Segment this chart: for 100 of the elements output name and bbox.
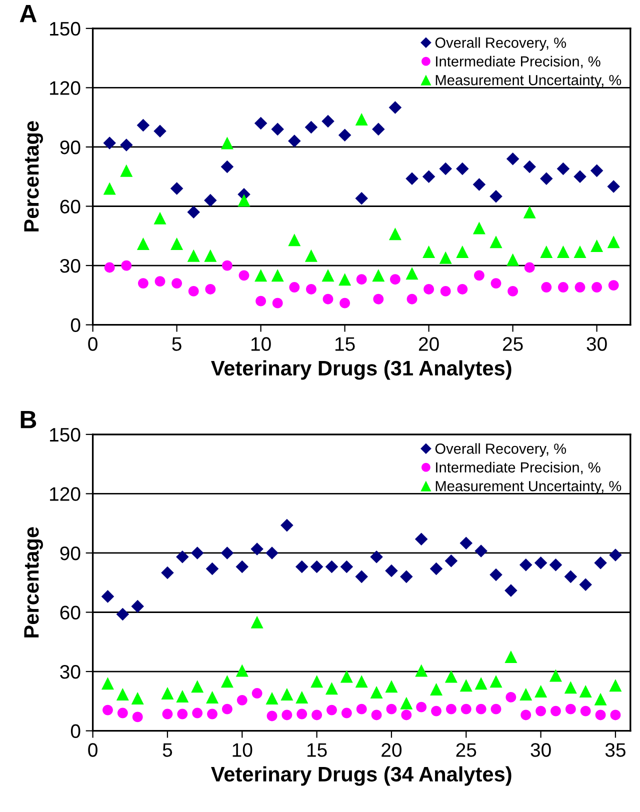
point bbox=[472, 222, 486, 234]
point bbox=[446, 704, 456, 714]
point bbox=[325, 682, 338, 695]
point bbox=[474, 544, 488, 558]
point bbox=[172, 278, 182, 289]
point bbox=[289, 282, 300, 292]
point bbox=[456, 245, 469, 258]
point bbox=[325, 560, 338, 574]
point bbox=[256, 296, 266, 306]
y-tick-label: 150 bbox=[50, 22, 80, 36]
point bbox=[440, 286, 451, 296]
point bbox=[187, 249, 200, 262]
point bbox=[592, 282, 602, 292]
point bbox=[355, 192, 368, 205]
point bbox=[422, 245, 436, 258]
point bbox=[524, 262, 535, 273]
point bbox=[416, 702, 427, 712]
point bbox=[206, 690, 219, 704]
point bbox=[439, 162, 452, 176]
point bbox=[372, 122, 385, 136]
point bbox=[117, 708, 128, 718]
point bbox=[541, 282, 552, 292]
point bbox=[103, 182, 116, 195]
point bbox=[536, 706, 546, 716]
point bbox=[388, 228, 402, 240]
point bbox=[401, 710, 412, 720]
point bbox=[474, 270, 484, 281]
point bbox=[191, 680, 204, 693]
point bbox=[220, 675, 234, 688]
point bbox=[288, 134, 301, 148]
point bbox=[282, 710, 292, 720]
point bbox=[220, 546, 234, 560]
point bbox=[322, 294, 334, 304]
point bbox=[236, 560, 249, 574]
point bbox=[355, 113, 368, 126]
point bbox=[340, 560, 354, 574]
x-tick-label: 15 bbox=[307, 743, 327, 757]
point bbox=[444, 554, 458, 568]
point bbox=[220, 160, 234, 174]
point bbox=[504, 584, 518, 597]
point bbox=[190, 546, 204, 560]
point bbox=[534, 556, 548, 570]
x-tick-label: 0 bbox=[88, 743, 98, 757]
point bbox=[490, 568, 502, 582]
x-tick-label: 5 bbox=[172, 337, 182, 351]
point bbox=[266, 546, 278, 560]
point bbox=[564, 681, 577, 694]
x-tick-label: 30 bbox=[530, 743, 551, 757]
point bbox=[266, 710, 278, 722]
point bbox=[534, 685, 548, 698]
point bbox=[506, 253, 520, 266]
point bbox=[385, 564, 398, 578]
point bbox=[161, 566, 174, 580]
point bbox=[430, 562, 443, 576]
point bbox=[422, 170, 436, 183]
point bbox=[519, 558, 532, 572]
point bbox=[236, 694, 248, 706]
point bbox=[356, 274, 367, 285]
legend-label: Measurement Uncertainty, % bbox=[436, 480, 622, 494]
point bbox=[549, 558, 562, 572]
point bbox=[192, 708, 203, 718]
point bbox=[176, 690, 189, 702]
point bbox=[205, 284, 216, 294]
point bbox=[154, 276, 166, 287]
point bbox=[207, 708, 218, 720]
point bbox=[131, 692, 144, 704]
point bbox=[204, 249, 217, 262]
point bbox=[406, 267, 418, 280]
point bbox=[608, 280, 619, 290]
point bbox=[136, 238, 150, 250]
point bbox=[460, 536, 473, 550]
point bbox=[116, 608, 130, 621]
point bbox=[474, 677, 488, 690]
point bbox=[338, 128, 352, 142]
point bbox=[460, 679, 472, 692]
point bbox=[355, 570, 368, 584]
x-tick-label: 15 bbox=[335, 337, 355, 351]
point bbox=[565, 704, 576, 714]
y-tick-label: 0 bbox=[70, 318, 80, 332]
point bbox=[340, 298, 350, 308]
point bbox=[610, 710, 621, 720]
point bbox=[341, 708, 352, 718]
point bbox=[506, 692, 516, 702]
x-tick-label: 20 bbox=[418, 337, 439, 351]
point bbox=[580, 706, 591, 716]
point bbox=[296, 708, 308, 720]
point bbox=[574, 170, 586, 183]
x-tick-label: 35 bbox=[605, 743, 626, 757]
point bbox=[280, 688, 294, 700]
legend-label: Intermediate Precision, % bbox=[436, 56, 600, 68]
y-tick-label: 60 bbox=[60, 606, 80, 620]
point bbox=[579, 578, 592, 591]
point bbox=[460, 704, 472, 714]
y-tick-label: 30 bbox=[60, 258, 80, 273]
x-tick-label: 30 bbox=[586, 337, 607, 351]
x-tick-label: 25 bbox=[502, 337, 523, 351]
text: B bbox=[20, 410, 36, 428]
point bbox=[386, 704, 397, 714]
y-tick-label: 30 bbox=[60, 664, 80, 679]
point bbox=[400, 696, 413, 710]
